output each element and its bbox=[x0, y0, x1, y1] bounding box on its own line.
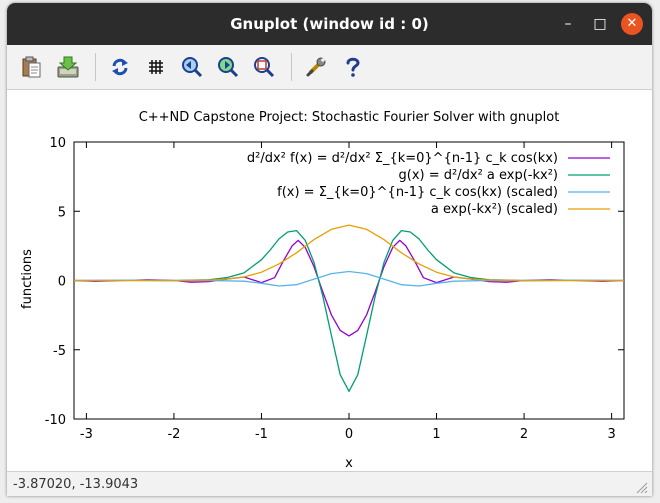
close-button[interactable]: ✕ bbox=[621, 13, 643, 35]
previous-zoom-button[interactable] bbox=[180, 55, 204, 79]
legend-label-1: g(x) = d²/dx² a exp(-kx²) bbox=[399, 168, 558, 183]
x-tick-label: 3 bbox=[607, 427, 615, 442]
series-line-0 bbox=[73, 239, 625, 337]
cursor-coordinates: -3.87020, -13.9043 bbox=[13, 477, 139, 492]
minimize-button[interactable]: – bbox=[564, 16, 572, 32]
series-line-2 bbox=[73, 270, 625, 287]
plot-area[interactable]: C++ND Capstone Project: Stochastic Fouri… bbox=[7, 90, 652, 471]
toolbar bbox=[7, 45, 652, 90]
window-title: Gnuplot (window id : 0) bbox=[230, 15, 429, 33]
title-bar[interactable]: Gnuplot (window id : 0) – □ ✕ bbox=[7, 3, 652, 45]
y-tick-label: 5 bbox=[58, 205, 66, 220]
refresh-icon bbox=[112, 58, 128, 76]
maximize-button[interactable]: □ bbox=[593, 16, 607, 32]
next-zoom-button[interactable] bbox=[216, 55, 240, 79]
y-axis-label: functions bbox=[20, 249, 35, 309]
toggle-grid-button[interactable] bbox=[144, 55, 168, 79]
help-icon bbox=[346, 57, 360, 77]
configure-button[interactable] bbox=[304, 55, 328, 79]
y-tick-label: 0 bbox=[58, 275, 66, 290]
x-tick-label: -3 bbox=[80, 427, 93, 442]
chart-title: C++ND Capstone Project: Stochastic Fouri… bbox=[139, 110, 560, 125]
series-line-3 bbox=[74, 224, 624, 282]
y-tick-label: 10 bbox=[49, 136, 66, 151]
resize-grip-icon[interactable] bbox=[632, 478, 648, 494]
legend-label-0: d²/dx² f(x) = d²/dx² Σ_{k=0}^{n-1} c_k c… bbox=[247, 151, 558, 166]
clipboard-icon bbox=[22, 56, 41, 78]
y-tick-label: -10 bbox=[45, 413, 66, 428]
export-icon bbox=[57, 56, 79, 78]
x-tick-label: -1 bbox=[255, 427, 268, 442]
grid-icon bbox=[149, 60, 163, 74]
zoom-autoscale-icon bbox=[254, 57, 275, 78]
help-button[interactable] bbox=[341, 55, 365, 79]
status-bar: -3.87020, -13.9043 bbox=[7, 471, 652, 496]
series-line-1 bbox=[74, 229, 624, 392]
x-axis-label: x bbox=[345, 456, 353, 471]
chart[interactable]: C++ND Capstone Project: Stochastic Fouri… bbox=[7, 90, 652, 471]
gnuplot-window: Gnuplot (window id : 0) – □ ✕ bbox=[7, 3, 652, 496]
toolbar-separator bbox=[291, 53, 292, 81]
y-tick-label: -5 bbox=[53, 344, 66, 359]
x-tick-label: 2 bbox=[520, 427, 528, 442]
x-tick-label: 1 bbox=[432, 427, 440, 442]
legend: d²/dx² f(x) = d²/dx² Σ_{k=0}^{n-1} c_k c… bbox=[247, 151, 610, 217]
series-lines bbox=[73, 224, 625, 392]
autoscale-button[interactable] bbox=[252, 55, 276, 79]
legend-label-2: f(x) = Σ_{k=0}^{n-1} c_k cos(kx) (scaled… bbox=[277, 185, 558, 200]
export-button[interactable] bbox=[56, 55, 80, 79]
replot-button[interactable] bbox=[108, 55, 132, 79]
zoom-previous-icon bbox=[182, 57, 203, 78]
x-tick-label: 0 bbox=[345, 427, 353, 442]
legend-label-3: a exp(-kx²) (scaled) bbox=[431, 202, 558, 217]
x-tick-label: -2 bbox=[167, 427, 180, 442]
zoom-next-icon bbox=[218, 57, 239, 78]
copy-to-clipboard-button[interactable] bbox=[20, 55, 44, 79]
toolbar-separator bbox=[95, 53, 96, 81]
wrench-icon bbox=[306, 57, 326, 77]
